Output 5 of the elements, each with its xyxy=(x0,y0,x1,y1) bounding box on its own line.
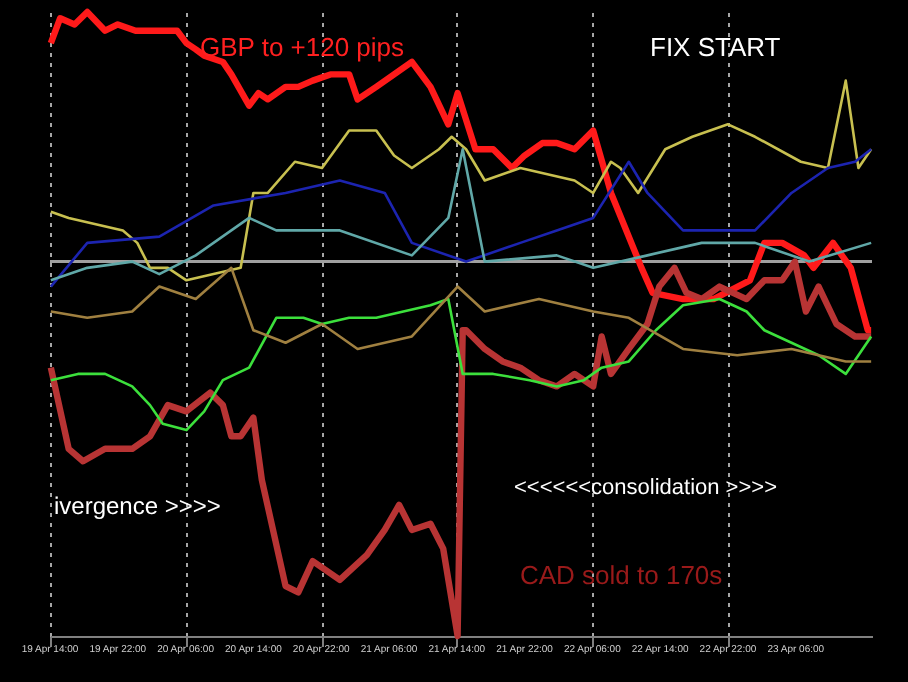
annotation: FIX START xyxy=(650,32,781,62)
annotation: ivergence >>>> xyxy=(54,492,221,520)
annotation: CAD sold to 170s xyxy=(520,560,724,590)
annotation: GBP to +120 pips xyxy=(200,32,406,62)
annotation: <<<<<<consolidation >>>> xyxy=(514,476,778,500)
